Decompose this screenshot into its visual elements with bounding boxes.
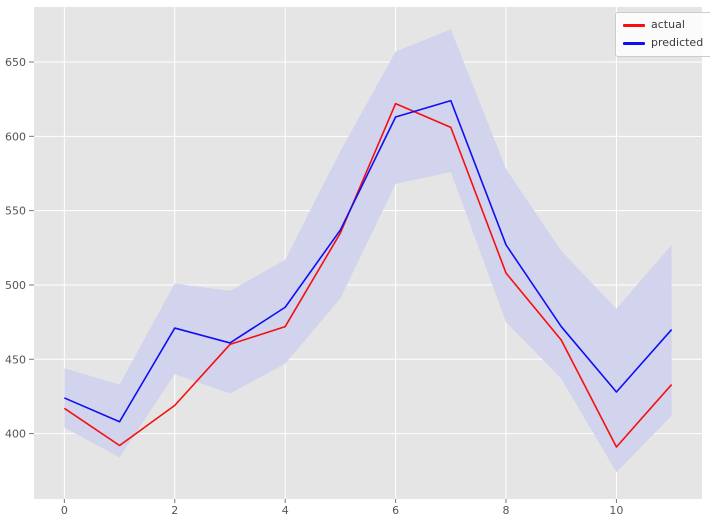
y-tick-label: 650 bbox=[5, 56, 26, 69]
legend-item-actual: actual bbox=[623, 18, 703, 32]
confidence-band bbox=[64, 29, 672, 473]
legend-label-predicted: predicted bbox=[651, 36, 704, 49]
x-tick-label: 10 bbox=[609, 504, 623, 517]
x-tick-label: 0 bbox=[61, 504, 68, 517]
legend: actual predicted bbox=[615, 12, 710, 57]
line-predicted bbox=[64, 99, 673, 423]
x-tick-label: 2 bbox=[171, 504, 178, 517]
line-actual bbox=[63, 102, 673, 448]
legend-swatch-actual bbox=[623, 23, 645, 27]
x-tick-label: 6 bbox=[392, 504, 399, 517]
y-tick-label: 400 bbox=[5, 428, 26, 441]
x-tick-label: 8 bbox=[503, 504, 510, 517]
legend-item-predicted: predicted bbox=[623, 36, 703, 50]
legend-swatch-predicted bbox=[623, 41, 645, 45]
y-tick-label: 500 bbox=[5, 279, 26, 292]
legend-label-actual: actual bbox=[651, 18, 685, 31]
y-tick-label: 550 bbox=[5, 205, 26, 218]
y-tick-label: 450 bbox=[5, 353, 26, 366]
y-tick-label: 600 bbox=[5, 130, 26, 143]
x-tick-label: 4 bbox=[282, 504, 289, 517]
